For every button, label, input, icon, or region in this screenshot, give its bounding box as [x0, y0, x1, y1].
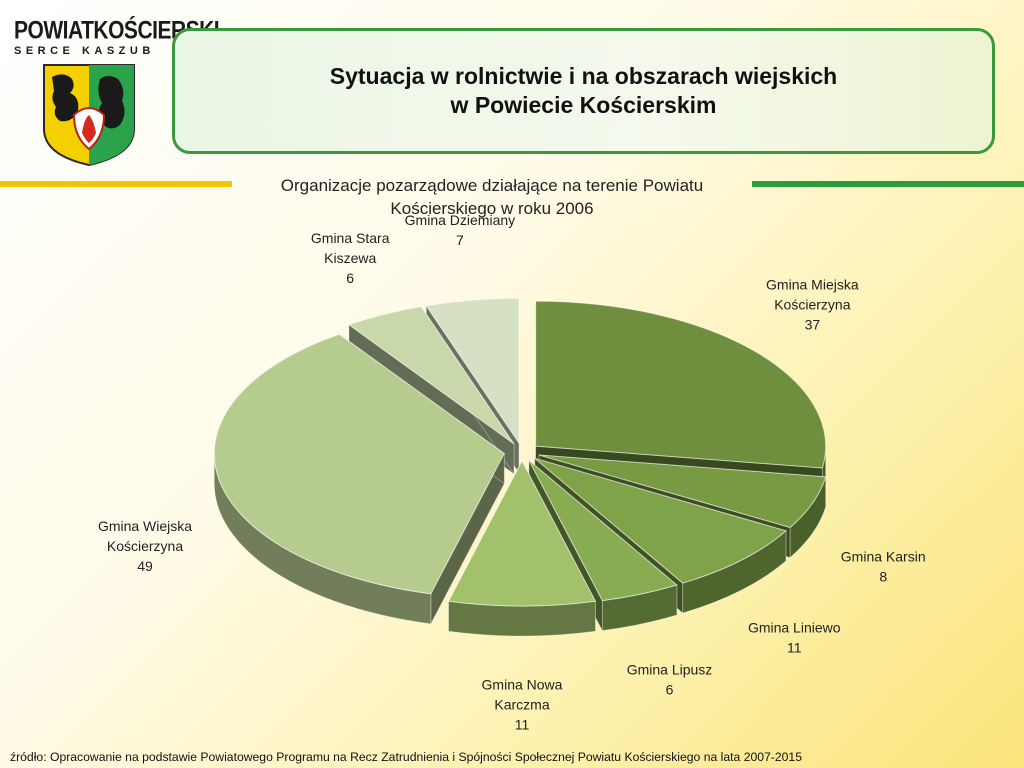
- pie-slice-gmina-wiejska-koscierzyna: [213, 333, 505, 625]
- pie-label-gmina-karsin: Gmina Karsin 8: [841, 548, 926, 584]
- coat-of-arms-icon: [43, 64, 135, 167]
- page-title-line1: Sytuacja w rolnictwie i na obszarach wie…: [329, 63, 838, 89]
- pie-value-gmina-miejska-koscierzyna: 37: [805, 316, 821, 332]
- pie-label-gmina-miejska-koscierzyna: Gmina Miejska Kościerzyna 37: [766, 276, 859, 332]
- green-divider-bar: [752, 181, 1024, 187]
- title-box: Sytuacja w rolnictwie i na obszarach wie…: [172, 28, 995, 154]
- pie-label-gmina-nowa-karczma: Gmina Nowa Karczma 11: [482, 676, 563, 732]
- pie-value-gmina-stara-kiszewa: 6: [346, 270, 354, 286]
- pie-value-gmina-dziemiany: 7: [456, 232, 464, 248]
- pie-value-gmina-nowa-karczma: 11: [515, 716, 530, 732]
- pie-label-gmina-wiejska-koscierzyna: Gmina Wiejska Kościerzyna 49: [98, 518, 192, 574]
- source-note: źródło: Opracowanie na podstawie Powiato…: [10, 750, 802, 764]
- pie-label-gmina-dziemiany: Gmina Dziemiany 7: [405, 212, 515, 248]
- pie-slice-gmina-nowa-karczma: [447, 459, 597, 637]
- logo-sub-text: SERCE KASZUB: [14, 45, 155, 57]
- pie-value-gmina-liniewo: 11: [787, 640, 802, 656]
- pie-value-gmina-lipusz: 6: [666, 682, 674, 698]
- pie-label-gmina-stara-kiszewa: Gmina Stara Kiszewa 6: [311, 230, 390, 286]
- pie-value-gmina-wiejska-koscierzyna: 49: [137, 558, 153, 574]
- pie-label-gmina-liniewo: Gmina Liniewo 11: [748, 620, 841, 656]
- pie-value-gmina-karsin: 8: [879, 568, 887, 584]
- pie-label-gmina-lipusz: Gmina Lipusz 6: [627, 662, 713, 698]
- yellow-divider-bar: [0, 181, 232, 187]
- page-title-line2: w Powiecie Kościerskim: [450, 92, 717, 118]
- chart-title: Organizacje pozarządowe działające na te…: [280, 176, 704, 218]
- pie-slices: [213, 297, 827, 637]
